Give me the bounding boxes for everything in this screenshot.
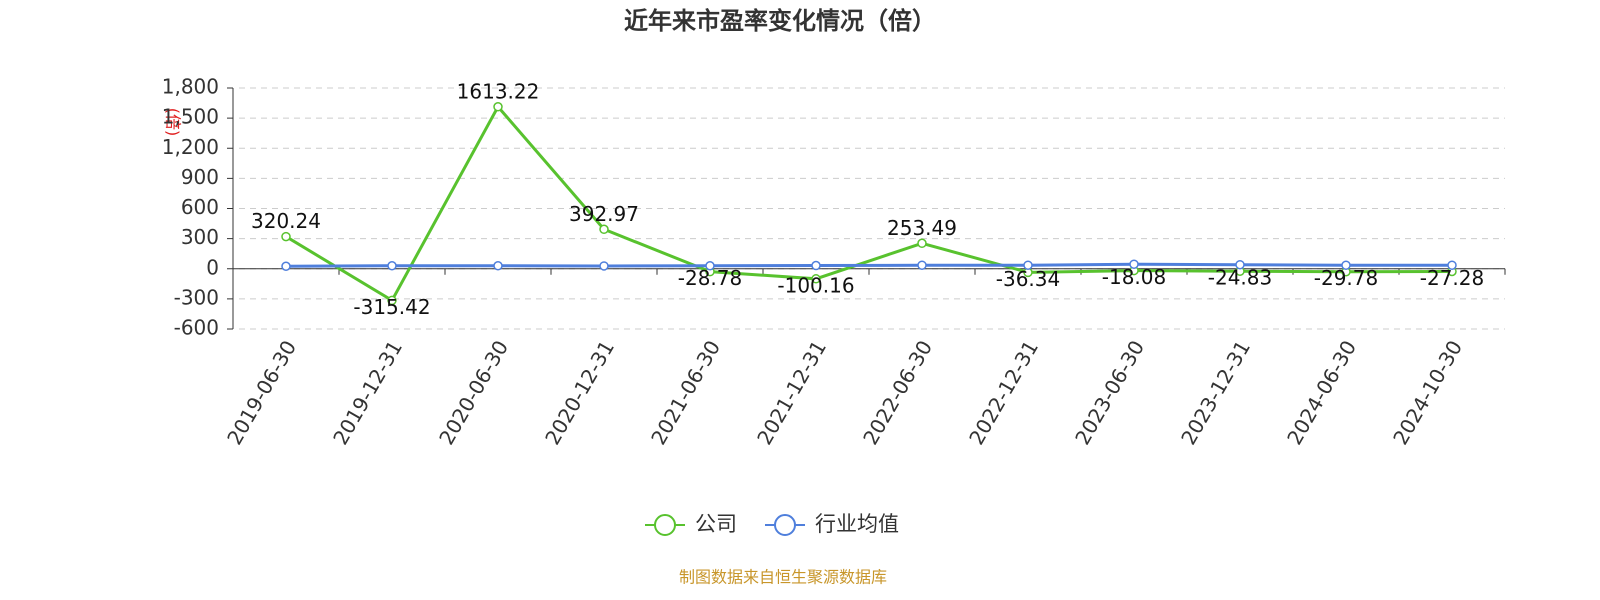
x-tick-label: 2019-12-31 <box>328 336 407 449</box>
point <box>811 274 821 284</box>
y-tick-label: 300 <box>181 225 219 249</box>
x-tick-label: 2024-06-30 <box>1282 336 1361 449</box>
legend-label: 公司 <box>695 512 737 536</box>
point <box>811 260 821 271</box>
data-label: 1613.22 <box>457 79 540 103</box>
data-label: 253.49 <box>887 216 957 240</box>
point <box>599 261 609 271</box>
x-tick-label: 2021-12-31 <box>752 336 831 449</box>
x-tick-label: 2023-12-31 <box>1176 336 1255 449</box>
legend-item: 公司 <box>645 512 737 536</box>
point <box>917 238 927 249</box>
point <box>493 102 503 112</box>
series-line <box>285 262 1452 268</box>
data-label: 320.24 <box>251 209 321 233</box>
point <box>387 295 397 306</box>
point <box>1235 259 1245 270</box>
chart-title: 近年来市盈率变化情况（倍） <box>624 7 936 35</box>
y-tick-label: 1,200 <box>162 135 219 159</box>
data-label: -315.42 <box>353 295 430 319</box>
data-label: -24.83 <box>1208 266 1272 290</box>
data-label: -29.78 <box>1314 266 1378 290</box>
y-tick-label: 900 <box>181 165 219 189</box>
y-tick-label: 600 <box>181 195 219 219</box>
y-tick-label: 1,500 <box>162 105 219 129</box>
data-label: -100.16 <box>777 273 854 297</box>
legend-marker <box>774 514 796 536</box>
point <box>1129 259 1139 269</box>
x-tick-label: 2022-12-31 <box>964 336 1043 449</box>
x-tick-label: 2020-06-30 <box>434 336 513 449</box>
y-tick-label: -600 <box>174 316 219 340</box>
data-label: -18.08 <box>1102 265 1166 289</box>
point <box>1341 260 1351 270</box>
data-label: -27.28 <box>1420 266 1484 290</box>
x-tick-label: 2024-10-30 <box>1388 336 1467 449</box>
point <box>281 261 291 271</box>
legend-item: 行业均值 <box>765 512 899 536</box>
point <box>917 260 927 270</box>
point <box>387 260 397 271</box>
y-tick-label: -300 <box>174 285 219 309</box>
x-tick-label: 2021-06-30 <box>646 336 725 449</box>
point <box>1447 260 1457 270</box>
x-tick-label: 2019-06-30 <box>222 336 301 449</box>
point <box>493 260 503 271</box>
source-note: 制图数据来自恒生聚源数据库 <box>679 568 887 587</box>
x-tick-label: 2022-06-30 <box>858 336 937 449</box>
point <box>1023 260 1033 270</box>
series-line <box>285 104 1453 303</box>
data-label: -36.34 <box>996 267 1060 291</box>
y-tick-label: 0 <box>206 255 219 279</box>
point <box>281 231 291 242</box>
legend-marker <box>654 514 676 536</box>
data-label: 392.97 <box>569 202 639 226</box>
y-axis-label: (倍) <box>164 108 183 137</box>
legend-label: 行业均值 <box>815 512 899 536</box>
point <box>599 224 609 235</box>
y-tick-label: 1,800 <box>162 75 219 99</box>
x-tick-label: 2020-12-31 <box>540 336 619 449</box>
point <box>705 260 715 271</box>
x-tick-label: 2023-06-30 <box>1070 336 1149 449</box>
